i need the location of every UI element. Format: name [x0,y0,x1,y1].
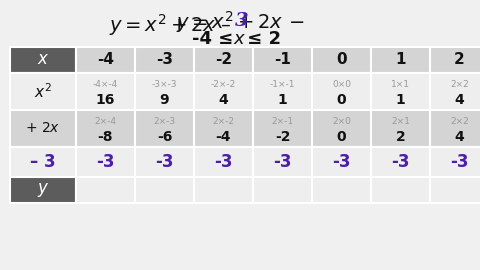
Text: 1: 1 [395,52,406,68]
Text: -2×-2: -2×-2 [211,80,236,89]
Bar [135,47,194,73]
Text: -1: -1 [274,52,291,68]
Bar [135,73,194,110]
Text: 2×-2: 2×-2 [213,117,235,126]
Bar [10,47,76,73]
Text: -3: -3 [273,153,292,171]
Text: $x$: $x$ [37,52,49,69]
Bar [135,110,194,147]
Text: $x^2$: $x^2$ [34,82,52,101]
Text: -6: -6 [157,130,172,144]
Text: 2: 2 [396,130,406,144]
Text: -3: -3 [450,153,469,171]
Text: 2×1: 2×1 [391,117,410,126]
Text: 4: 4 [218,93,228,107]
Bar [430,147,480,177]
Text: -1×-1: -1×-1 [270,80,295,89]
Text: 2: 2 [454,52,465,68]
Bar [371,177,430,203]
Text: 0: 0 [336,93,346,107]
Bar [430,73,480,110]
Bar [194,47,253,73]
Text: -4×-4: -4×-4 [93,80,118,89]
Text: -3: -3 [332,153,351,171]
Bar [10,177,76,203]
Text: 2×0: 2×0 [332,117,351,126]
Bar [312,177,371,203]
Bar [194,73,253,110]
Text: -3: -3 [214,153,233,171]
Bar [194,147,253,177]
Text: 2×2: 2×2 [450,117,469,126]
Text: -4 ≤: -4 ≤ [192,30,240,48]
Text: $+\ 2x$: $+\ 2x$ [25,122,60,136]
Bar [76,110,135,147]
Text: 2×-1: 2×-1 [271,117,294,126]
Bar [76,47,135,73]
Bar [194,110,253,147]
Text: -3: -3 [156,52,173,68]
Bar [76,147,135,177]
Bar [253,73,312,110]
Bar [312,73,371,110]
Bar [371,73,430,110]
Text: $y$: $y$ [37,181,49,199]
Text: 9: 9 [160,93,169,107]
Text: -3: -3 [155,153,174,171]
Text: $y = x^2 + 2x$ –: $y = x^2 + 2x$ – [108,12,232,38]
Text: – 3: – 3 [30,153,56,171]
Text: 0: 0 [336,130,346,144]
Text: -3×-3: -3×-3 [152,80,177,89]
Bar [371,110,430,147]
Bar [135,147,194,177]
Bar [312,47,371,73]
Text: $x$: $x$ [233,30,247,48]
Bar [253,47,312,73]
Bar [253,147,312,177]
Text: -8: -8 [98,130,113,144]
Text: -2: -2 [215,52,232,68]
Bar [194,177,253,203]
Bar [430,110,480,147]
Bar [371,147,430,177]
Text: -2: -2 [275,130,290,144]
Text: 0×0: 0×0 [332,80,351,89]
Text: 1×1: 1×1 [391,80,410,89]
Bar [135,177,194,203]
Bar [76,73,135,110]
Text: 0: 0 [336,52,347,68]
Bar [371,47,430,73]
Bar [312,147,371,177]
Bar [312,110,371,147]
Text: $y = x^2 + 2x\/-\/$: $y = x^2 + 2x\/-\/$ [176,9,304,35]
Text: 3: 3 [235,12,249,30]
Bar [10,147,76,177]
Text: -3: -3 [391,153,410,171]
Bar [253,110,312,147]
Text: 1: 1 [396,93,406,107]
Bar [430,47,480,73]
Bar [253,177,312,203]
Text: 1: 1 [277,93,288,107]
Text: 2×-3: 2×-3 [154,117,176,126]
Text: 2×-4: 2×-4 [95,117,117,126]
Bar [10,73,76,110]
Bar [10,110,76,147]
Text: 2×2: 2×2 [450,80,469,89]
Text: ≤ 2: ≤ 2 [241,30,281,48]
Text: -4: -4 [216,130,231,144]
Text: 4: 4 [455,93,464,107]
Text: -3: -3 [96,153,115,171]
Text: 16: 16 [96,93,115,107]
Bar [430,177,480,203]
Bar [76,177,135,203]
Text: 4: 4 [455,130,464,144]
Text: -4: -4 [97,52,114,68]
